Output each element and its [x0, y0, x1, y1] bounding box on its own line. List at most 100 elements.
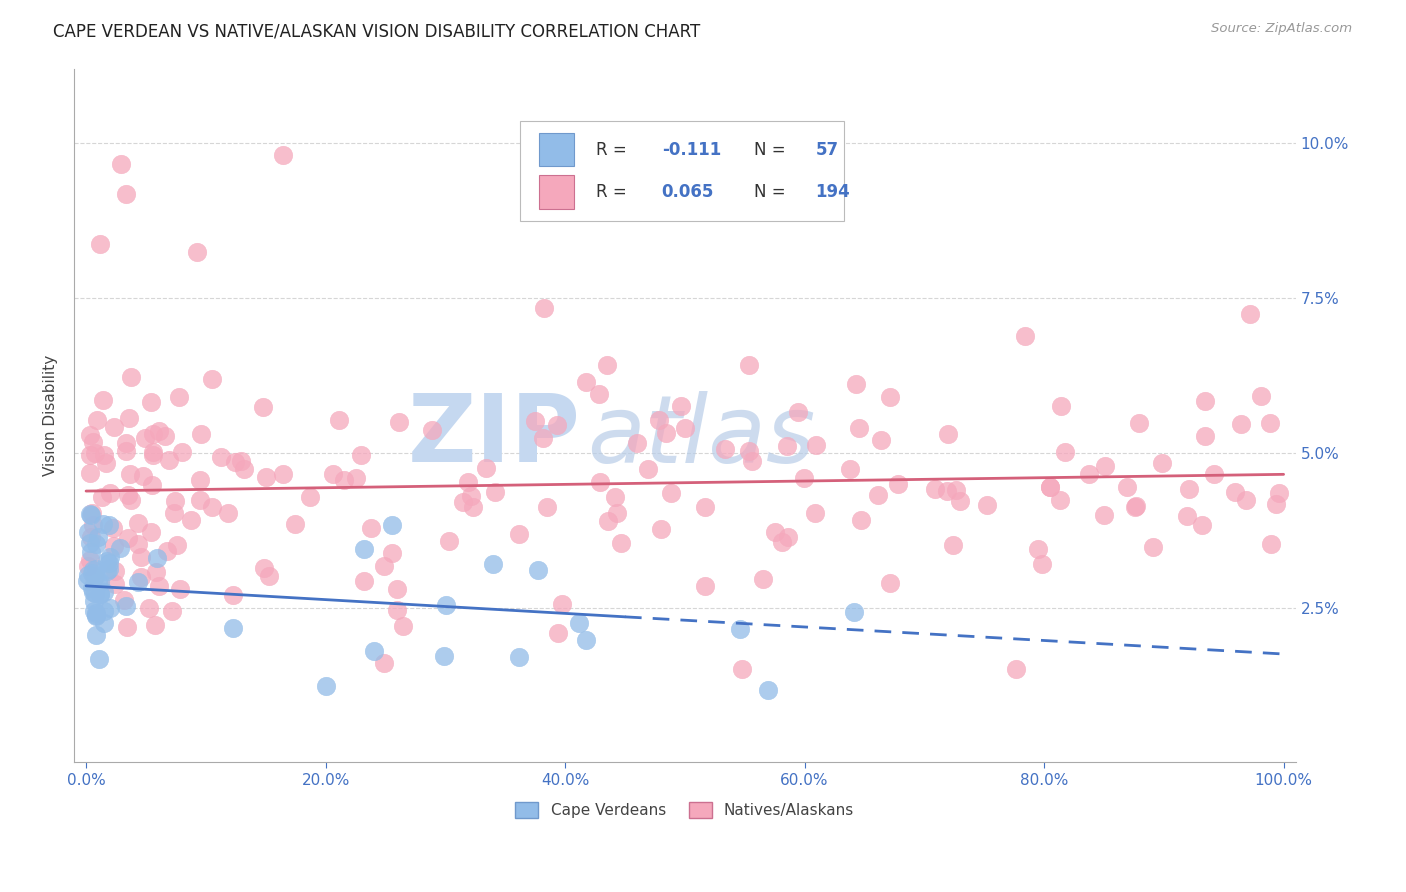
Point [80, 506, 103, 520]
Point [1094, 458, 1116, 473]
Text: ZIP: ZIP [408, 391, 581, 483]
Point [381, 518, 404, 533]
Point [96, 564, 118, 578]
Text: 57: 57 [815, 141, 838, 159]
Point [659, 486, 682, 500]
Point [224, 455, 246, 469]
Point [1258, 417, 1281, 431]
Point [598, 514, 620, 528]
Point [741, 454, 763, 468]
Point [949, 494, 972, 508]
Text: R =: R = [596, 183, 631, 201]
Point [76, 524, 98, 539]
Point [695, 579, 717, 593]
Point [180, 513, 202, 527]
Point [231, 454, 253, 468]
Y-axis label: Vision Disability: Vision Disability [44, 355, 58, 476]
Point [82, 582, 104, 596]
Point [1234, 492, 1257, 507]
Point [870, 433, 893, 447]
Point [115, 435, 138, 450]
Point [738, 359, 761, 373]
Point [1031, 558, 1053, 572]
Point [1191, 517, 1213, 532]
Point [1225, 484, 1247, 499]
Point [145, 565, 167, 579]
Point [79, 467, 101, 481]
Point [162, 507, 184, 521]
Point [139, 524, 162, 539]
Point [91, 393, 114, 408]
Point [93, 616, 115, 631]
Point [101, 521, 124, 535]
Text: 194: 194 [815, 183, 851, 201]
Point [924, 483, 946, 497]
Point [385, 582, 408, 597]
Point [271, 467, 294, 481]
Point [610, 536, 633, 550]
Point [129, 549, 152, 564]
Point [575, 632, 598, 647]
Point [98, 550, 121, 565]
Point [98, 600, 121, 615]
Point [328, 413, 350, 427]
Point [103, 419, 125, 434]
Point [1026, 542, 1049, 557]
Point [626, 435, 648, 450]
Point [84, 628, 107, 642]
Point [942, 538, 965, 552]
Point [647, 413, 669, 427]
Point [77, 568, 100, 582]
Point [132, 469, 155, 483]
Point [508, 649, 530, 664]
Point [112, 592, 135, 607]
FancyBboxPatch shape [520, 120, 844, 221]
Point [333, 473, 356, 487]
Point [650, 522, 672, 536]
Point [82, 517, 104, 532]
Point [849, 513, 872, 527]
Point [588, 386, 610, 401]
Point [945, 483, 967, 497]
Point [165, 493, 187, 508]
Point [1175, 508, 1198, 523]
Text: N =: N = [755, 141, 792, 159]
Text: CAPE VERDEAN VS NATIVE/ALASKAN VISION DISABILITY CORRELATION CHART: CAPE VERDEAN VS NATIVE/ALASKAN VISION DI… [53, 22, 700, 40]
Point [142, 445, 165, 459]
Point [108, 541, 131, 555]
Point [190, 426, 212, 441]
Point [879, 576, 901, 591]
Point [654, 426, 676, 441]
Point [160, 604, 183, 618]
Point [1264, 497, 1286, 511]
Point [373, 559, 395, 574]
Point [1125, 500, 1147, 514]
Point [87, 575, 110, 590]
Point [575, 375, 598, 389]
Point [82, 434, 104, 449]
Point [89, 575, 111, 590]
Point [217, 506, 239, 520]
Point [79, 428, 101, 442]
Point [546, 417, 568, 432]
Point [254, 470, 277, 484]
Point [98, 556, 121, 570]
Text: 0.065: 0.065 [662, 183, 714, 201]
Point [91, 516, 114, 531]
Point [104, 564, 127, 578]
Point [866, 488, 889, 502]
Point [284, 516, 307, 531]
Point [141, 394, 163, 409]
Point [299, 490, 322, 504]
Point [603, 490, 626, 504]
Point [84, 606, 107, 620]
Point [83, 570, 105, 584]
Point [1260, 537, 1282, 551]
Point [138, 601, 160, 615]
Point [751, 573, 773, 587]
Point [475, 461, 498, 475]
Point [76, 574, 98, 588]
Point [82, 564, 104, 578]
Point [731, 663, 754, 677]
Text: atlas: atlas [588, 391, 815, 482]
